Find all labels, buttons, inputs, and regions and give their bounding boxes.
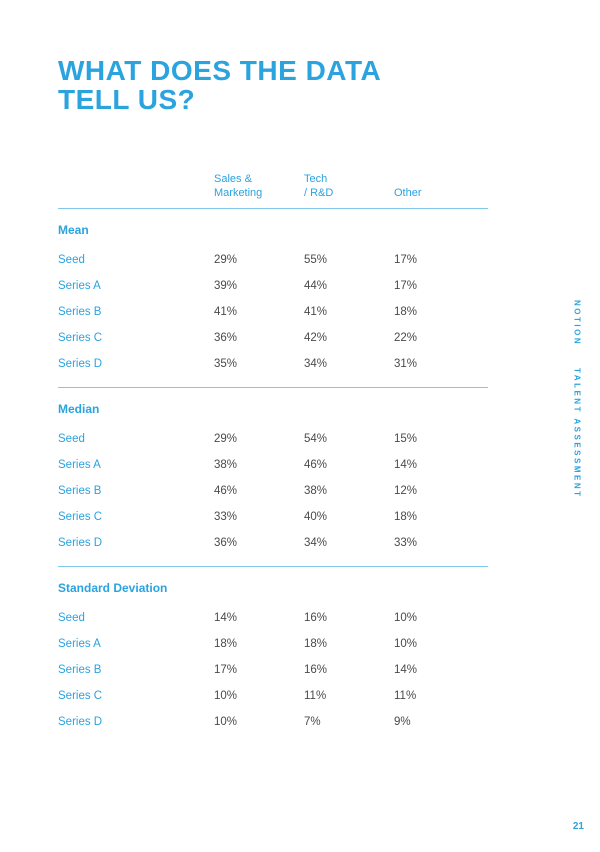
cell-value: 14%	[394, 664, 484, 676]
row-label: Seed	[58, 433, 214, 445]
column-header-line: Tech	[304, 173, 327, 185]
column-header-other: Other	[394, 187, 484, 201]
table-row: Series D 10% 7% 9%	[58, 709, 488, 735]
cell-value: 11%	[304, 690, 394, 702]
page-content: WHAT DOES THE DATA TELL US? Sales & Mark…	[58, 56, 488, 735]
row-label: Series A	[58, 280, 214, 292]
cell-value: 14%	[394, 459, 484, 471]
cell-value: 10%	[394, 612, 484, 624]
table-row: Series A 38% 46% 14%	[58, 452, 488, 478]
cell-value: 10%	[214, 716, 304, 728]
cell-value: 7%	[304, 716, 394, 728]
table-row: Series C 10% 11% 11%	[58, 683, 488, 709]
table-row: Series D 35% 34% 31%	[58, 351, 488, 377]
row-label: Series A	[58, 638, 214, 650]
cell-value: 55%	[304, 254, 394, 266]
cell-value: 9%	[394, 716, 484, 728]
cell-value: 10%	[214, 690, 304, 702]
cell-value: 35%	[214, 358, 304, 370]
cell-value: 31%	[394, 358, 484, 370]
cell-value: 16%	[304, 612, 394, 624]
cell-value: 22%	[394, 332, 484, 344]
row-label: Series B	[58, 664, 214, 676]
page-title: WHAT DOES THE DATA TELL US?	[58, 56, 418, 115]
cell-value: 14%	[214, 612, 304, 624]
cell-value: 29%	[214, 254, 304, 266]
column-header-sales-marketing: Sales & Marketing	[214, 173, 304, 201]
cell-value: 46%	[214, 485, 304, 497]
cell-value: 18%	[394, 511, 484, 523]
cell-value: 18%	[214, 638, 304, 650]
cell-value: 36%	[214, 537, 304, 549]
cell-value: 11%	[394, 690, 484, 702]
cell-value: 33%	[394, 537, 484, 549]
row-label: Seed	[58, 612, 214, 624]
divider	[58, 387, 488, 388]
row-label: Series D	[58, 537, 214, 549]
row-label: Series D	[58, 358, 214, 370]
row-label: Series C	[58, 690, 214, 702]
row-label: Seed	[58, 254, 214, 266]
row-label: Series C	[58, 511, 214, 523]
table-row: Series B 46% 38% 12%	[58, 478, 488, 504]
cell-value: 40%	[304, 511, 394, 523]
cell-value: 46%	[304, 459, 394, 471]
row-label: Series B	[58, 485, 214, 497]
divider	[58, 208, 488, 209]
side-brand-label: NOTION	[573, 300, 582, 346]
cell-value: 18%	[394, 306, 484, 318]
column-header-line: Marketing	[214, 187, 262, 199]
row-label: Series D	[58, 716, 214, 728]
table-row: Series C 33% 40% 18%	[58, 504, 488, 530]
cell-value: 38%	[304, 485, 394, 497]
divider	[58, 566, 488, 567]
cell-value: 29%	[214, 433, 304, 445]
row-label: Series B	[58, 306, 214, 318]
section-heading-stddev: Standard Deviation	[58, 581, 488, 595]
side-doc-label: TALENT ASSESSMENT	[573, 368, 582, 499]
row-label: Series C	[58, 332, 214, 344]
table-header: Sales & Marketing Tech / R&D Other	[58, 173, 488, 209]
page-number: 21	[573, 821, 584, 832]
table-row: Series D 36% 34% 33%	[58, 530, 488, 556]
cell-value: 16%	[304, 664, 394, 676]
column-header-line: / R&D	[304, 187, 333, 199]
cell-value: 17%	[214, 664, 304, 676]
side-labels: NOTION TALENT ASSESSMENT	[570, 300, 584, 540]
table-row: Seed 29% 55% 17%	[58, 247, 488, 273]
cell-value: 41%	[304, 306, 394, 318]
cell-value: 18%	[304, 638, 394, 650]
table-row: Series B 41% 41% 18%	[58, 299, 488, 325]
section-heading-median: Median	[58, 402, 488, 416]
table-row: Seed 14% 16% 10%	[58, 605, 488, 631]
cell-value: 17%	[394, 254, 484, 266]
cell-value: 54%	[304, 433, 394, 445]
cell-value: 34%	[304, 358, 394, 370]
cell-value: 38%	[214, 459, 304, 471]
column-header-line: Sales &	[214, 173, 252, 185]
cell-value: 34%	[304, 537, 394, 549]
cell-value: 10%	[394, 638, 484, 650]
cell-value: 36%	[214, 332, 304, 344]
section-heading-mean: Mean	[58, 223, 488, 237]
cell-value: 42%	[304, 332, 394, 344]
cell-value: 41%	[214, 306, 304, 318]
table-row: Series A 39% 44% 17%	[58, 273, 488, 299]
table-row: Series A 18% 18% 10%	[58, 631, 488, 657]
cell-value: 17%	[394, 280, 484, 292]
table-row: Seed 29% 54% 15%	[58, 426, 488, 452]
table-row: Series C 36% 42% 22%	[58, 325, 488, 351]
row-label: Series A	[58, 459, 214, 471]
column-header-tech-rd: Tech / R&D	[304, 173, 394, 201]
cell-value: 39%	[214, 280, 304, 292]
cell-value: 12%	[394, 485, 484, 497]
cell-value: 33%	[214, 511, 304, 523]
cell-value: 44%	[304, 280, 394, 292]
table-row: Series B 17% 16% 14%	[58, 657, 488, 683]
cell-value: 15%	[394, 433, 484, 445]
